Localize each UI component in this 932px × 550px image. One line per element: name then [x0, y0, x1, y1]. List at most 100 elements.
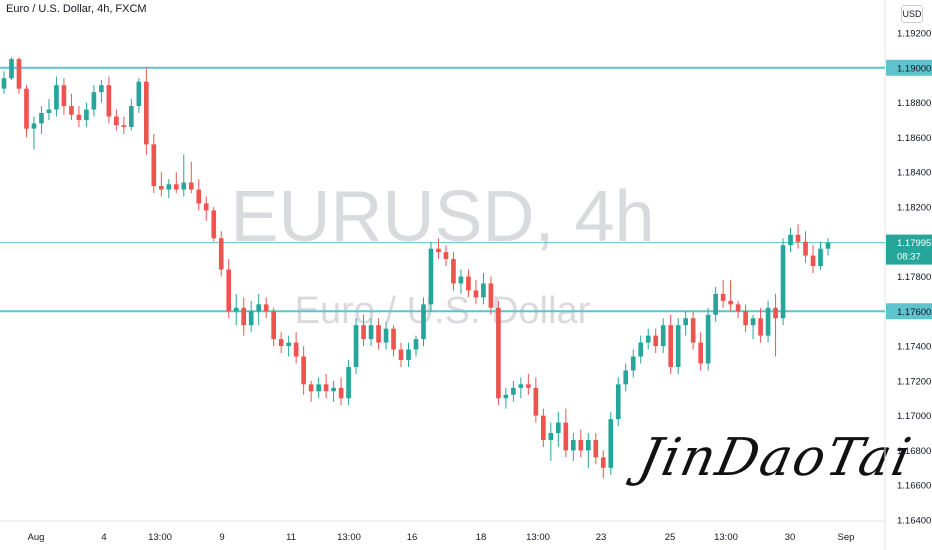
candle-body	[526, 384, 531, 388]
candle-body	[398, 349, 404, 360]
candle-body	[129, 106, 134, 127]
y-tick-label: 1.16800	[897, 446, 931, 457]
candle-body	[675, 325, 681, 367]
candle-body	[720, 293, 726, 301]
currency-button[interactable]: USD	[901, 5, 923, 23]
candle-body	[496, 307, 501, 399]
candle-body	[226, 269, 232, 312]
candle-body	[316, 384, 321, 392]
candle-body	[196, 189, 202, 204]
candle-body	[570, 439, 576, 451]
candle-body	[114, 116, 119, 126]
candle-body	[608, 419, 614, 468]
chart-title: Euro / U.S. Dollar, 4h, FXCM	[6, 3, 147, 15]
candle-body	[233, 307, 239, 312]
candle-body	[391, 328, 396, 350]
level-price-label-bg	[886, 59, 932, 76]
candle-body	[151, 144, 157, 187]
y-tick-label: 1.18200	[897, 202, 931, 213]
x-tick-label: 23	[596, 532, 607, 543]
candle-body	[31, 123, 37, 129]
candle-body	[173, 184, 179, 190]
candle-body	[428, 248, 434, 305]
candle-body	[683, 318, 688, 326]
candle-body	[795, 234, 801, 242]
candle-body	[383, 328, 389, 343]
y-tick-label: 1.18400	[897, 168, 931, 179]
candle-body	[241, 307, 247, 326]
candle-body	[421, 304, 426, 340]
candle-body	[773, 307, 778, 319]
x-tick-label: 16	[407, 532, 418, 543]
candle-body	[653, 335, 659, 347]
candle-body	[436, 248, 441, 253]
current-price-label-bg	[886, 234, 932, 265]
candle-body	[705, 314, 711, 364]
candle-body	[181, 182, 187, 190]
level-price-label: 1.17600	[897, 307, 931, 318]
candle-body	[443, 252, 449, 260]
candle-body	[713, 293, 718, 315]
candle-body	[308, 384, 314, 392]
candle-body	[645, 335, 651, 343]
x-tick-label: Aug	[28, 532, 45, 543]
candle-body	[413, 339, 419, 350]
candle-body	[203, 203, 209, 211]
candle-body	[541, 415, 546, 440]
candle-body	[690, 318, 696, 343]
candle-body	[518, 384, 524, 388]
x-tick-label: 11	[286, 532, 296, 543]
candle-body	[286, 342, 291, 347]
candle-body	[630, 356, 636, 371]
y-tick-label: 1.18600	[897, 133, 931, 144]
candle-body	[361, 325, 366, 340]
x-tick-label: 9	[219, 532, 224, 543]
candle-body	[585, 439, 591, 451]
current-price-label: 1.17995	[897, 238, 931, 249]
countdown-label: 08:37	[897, 252, 921, 263]
candle-body	[451, 259, 456, 284]
candle-body	[765, 307, 771, 336]
candle-body	[780, 245, 786, 319]
x-tick-label: Sep	[838, 532, 855, 543]
candle-body	[563, 422, 569, 451]
candle-body	[458, 276, 464, 284]
x-tick-label: 13:00	[337, 532, 361, 543]
candle-body	[248, 311, 254, 326]
candle-body	[136, 81, 142, 107]
candle-body	[76, 114, 82, 120]
candle-body	[144, 81, 149, 145]
candle-body	[99, 85, 104, 93]
candle-body	[548, 433, 554, 440]
candle-body	[323, 384, 329, 392]
candle-body	[1, 78, 7, 89]
candle-body	[593, 439, 599, 458]
y-tick-label: 1.17200	[897, 376, 931, 387]
candle-body	[818, 248, 823, 267]
candle-body	[488, 283, 494, 308]
candle-body	[91, 92, 97, 110]
candle-body	[466, 276, 471, 291]
candle-body	[615, 384, 621, 420]
x-tick-label: 25	[665, 532, 676, 543]
y-tick-label: 1.17800	[897, 272, 931, 283]
candle-body	[735, 304, 741, 312]
candle-body	[758, 318, 763, 336]
candle-body	[166, 184, 172, 190]
x-tick-label: 13:00	[526, 532, 550, 543]
candle-body	[331, 387, 336, 392]
candle-body	[61, 85, 67, 107]
candle-body	[46, 109, 52, 114]
candle-body	[406, 349, 411, 360]
candle-body	[218, 238, 224, 270]
y-tick-label: 1.17000	[897, 411, 931, 422]
candle-body	[698, 342, 703, 364]
x-tick-label: 4	[101, 532, 106, 543]
candle-body	[473, 290, 479, 298]
candle-body	[481, 283, 486, 298]
level-price-label-bg	[886, 303, 932, 320]
y-tick-label: 1.18800	[897, 98, 931, 109]
y-tick-label: 1.16600	[897, 481, 931, 492]
candle-body	[211, 210, 217, 239]
